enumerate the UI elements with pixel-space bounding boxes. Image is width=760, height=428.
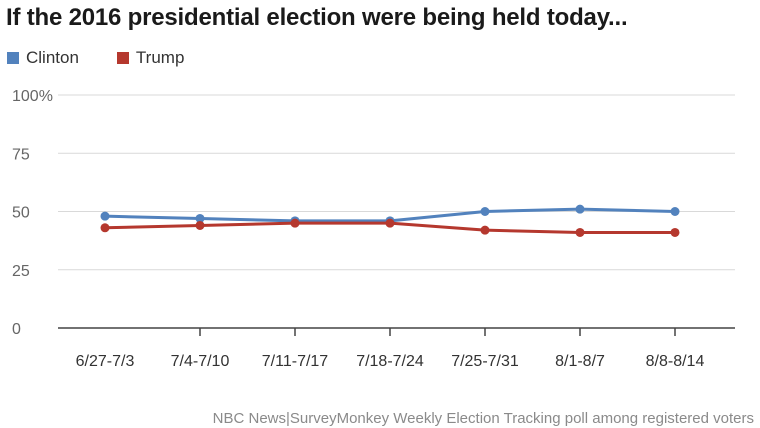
y-tick-label-50: 50 [12,205,30,222]
data-point-trump-6 [670,227,680,237]
legend-swatch-trump [116,52,129,64]
x-tick-label-0: 6/27-7/3 [76,353,135,370]
data-point-trump-0 [100,223,110,233]
y-tick-label-0: 0 [12,321,21,338]
legend-label-clinton: Clinton [26,48,79,67]
x-tick-label-3: 7/18-7/24 [356,353,424,370]
data-point-trump-1 [195,220,205,230]
x-tick-label-4: 7/25-7/31 [451,353,519,370]
legend-item-clinton: Clinton [7,48,79,68]
chart-title: If the 2016 presidential election were b… [6,4,628,31]
line-chart: 0 25 50 75 100% 6/27-7/3 7/4-7/10 7/11-7/17 7/18… [12,88,735,370]
data-point-clinton-5 [575,204,585,214]
data-point-trump-3 [385,218,395,228]
x-tick-label-6: 8/8-8/14 [646,353,705,370]
x-tick-label-1: 7/4-7/10 [171,353,230,370]
data-point-trump-4 [480,225,490,235]
data-point-clinton-0 [100,211,110,221]
data-point-trump-5 [575,227,585,237]
x-tick-label-5: 8/1-8/7 [555,353,605,370]
data-point-trump-2 [290,218,300,228]
data-point-clinton-4 [480,207,490,216]
data-point-clinton-6 [670,207,680,216]
legend: Clinton Trump [7,48,222,68]
y-tick-label-100: 100% [12,88,53,105]
legend-swatch-clinton [7,52,19,64]
legend-label-trump: Trump [135,48,185,67]
y-tick-label-25: 25 [12,263,30,280]
source-note: NBC News|SurveyMonkey Weekly Election Tr… [212,410,754,427]
data-point-clinton-1 [195,213,205,223]
x-tick-label-2: 7/11-7/17 [262,353,329,370]
legend-item-trump: Trump [116,48,185,68]
y-tick-label-75: 75 [12,146,30,163]
